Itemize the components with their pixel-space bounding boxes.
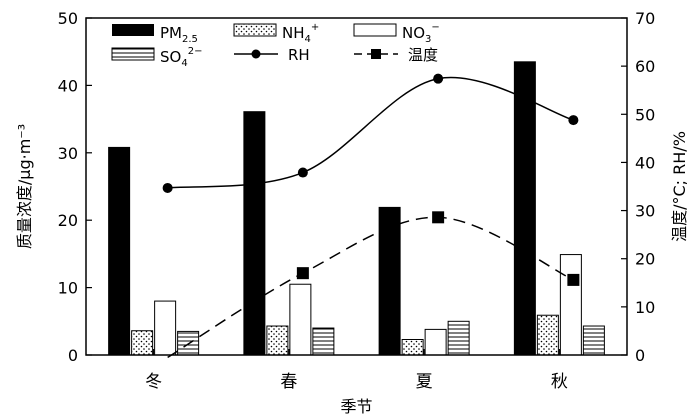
tick-label-left-2: 20 [58, 211, 78, 230]
bar-so4-2 [447, 320, 470, 356]
bar-so4-1 [312, 327, 335, 356]
legend-swatch-pm25 [112, 24, 154, 36]
tick-label-right-5: 50 [635, 105, 655, 124]
marker-temp-1 [296, 267, 309, 280]
bar-pm25-2 [378, 206, 401, 356]
bar-no3-3 [559, 254, 582, 356]
tick-label-left-3: 30 [58, 144, 78, 163]
bar-nh4-1 [266, 325, 289, 356]
marker-rh-1 [297, 167, 308, 178]
tick-label-right-1: 10 [635, 298, 655, 317]
bar-pm25-0 [108, 146, 131, 356]
line-temp [167, 216, 574, 359]
bar-so4-0 [177, 330, 200, 356]
bar-so4-3 [582, 325, 605, 356]
bar-no3-1 [289, 283, 312, 356]
tick-label-right-4: 40 [635, 153, 655, 172]
tick-label-right-7: 70 [635, 9, 655, 28]
legend-so-sub: 4 [181, 58, 187, 69]
legend-no-sub: 3 [425, 34, 431, 45]
marker-rh-0 [162, 182, 173, 193]
legend: PM2.5 NH4+ NO3− SO42− RH 温度 [111, 22, 440, 69]
legend-label-temp: 温度 [408, 46, 438, 64]
lines-layer [162, 73, 580, 359]
marker-temp-2 [432, 211, 445, 224]
legend-label-rh: RH [288, 46, 310, 64]
legend-marker-temp [371, 49, 381, 59]
marker-temp-3 [567, 273, 580, 286]
tick-label-left-0: 0 [68, 346, 78, 365]
bar-pm25-1 [243, 111, 266, 356]
category-label-3: 秋 [551, 372, 568, 392]
tick-label-left-5: 50 [58, 9, 78, 28]
legend-nh-sup: + [311, 22, 319, 33]
legend-label-no3: NO3− [402, 22, 440, 45]
bar-pm25-3 [513, 61, 536, 356]
legend-swatch-nh4 [233, 23, 277, 37]
marker-rh-2 [433, 73, 444, 84]
legend-nh-sub: 4 [305, 34, 311, 45]
line-rh [167, 76, 574, 189]
bar-nh4-0 [131, 330, 154, 356]
legend-pm-sub: 2.5 [182, 34, 198, 45]
plot-frame [85, 17, 628, 356]
category-label-0: 冬 [145, 372, 162, 392]
legend-label-pm25: PM2.5 [160, 24, 198, 45]
tick-label-right-3: 30 [635, 202, 655, 221]
y-axis-right-title: 温度/°C; RH/% [670, 131, 689, 242]
bar-no3-0 [154, 300, 177, 356]
legend-so-sup: 2− [188, 46, 203, 57]
legend-swatch-no3 [353, 23, 397, 37]
marker-rh-3 [568, 115, 579, 126]
tick-label-right-2: 20 [635, 250, 655, 269]
bars-layer [108, 61, 605, 356]
x-axis-title: 季节 [340, 397, 372, 416]
legend-no-base: NO [402, 24, 425, 42]
legend-so-base: SO [160, 48, 181, 66]
category-label-2: 夏 [416, 372, 433, 392]
tick-label-right-0: 0 [635, 346, 645, 365]
axes-layer: 0 10 20 30 40 50 0 10 20 30 40 50 60 70 冬 春 夏 秋季节 质量浓度/μg·… [15, 9, 689, 416]
legend-marker-rh [251, 49, 261, 59]
bar-nh4-2 [401, 338, 424, 356]
y-axis-left-title: 质量浓度/μg·m⁻³ [15, 124, 34, 249]
category-label-1: 春 [280, 372, 297, 392]
bar-nh4-3 [536, 314, 559, 356]
bar-no3-2 [424, 328, 447, 356]
tick-label-left-1: 10 [58, 279, 78, 298]
legend-label-so4: SO42− [160, 46, 202, 69]
legend-nh-base: NH [282, 24, 305, 42]
tick-label-right-6: 60 [635, 57, 655, 76]
legend-no-sup: − [431, 22, 439, 33]
legend-label-nh4: NH4+ [282, 22, 319, 45]
legend-swatch-so4 [111, 47, 155, 61]
legend-pm-base: PM [160, 24, 182, 42]
tick-label-left-4: 40 [58, 76, 78, 95]
